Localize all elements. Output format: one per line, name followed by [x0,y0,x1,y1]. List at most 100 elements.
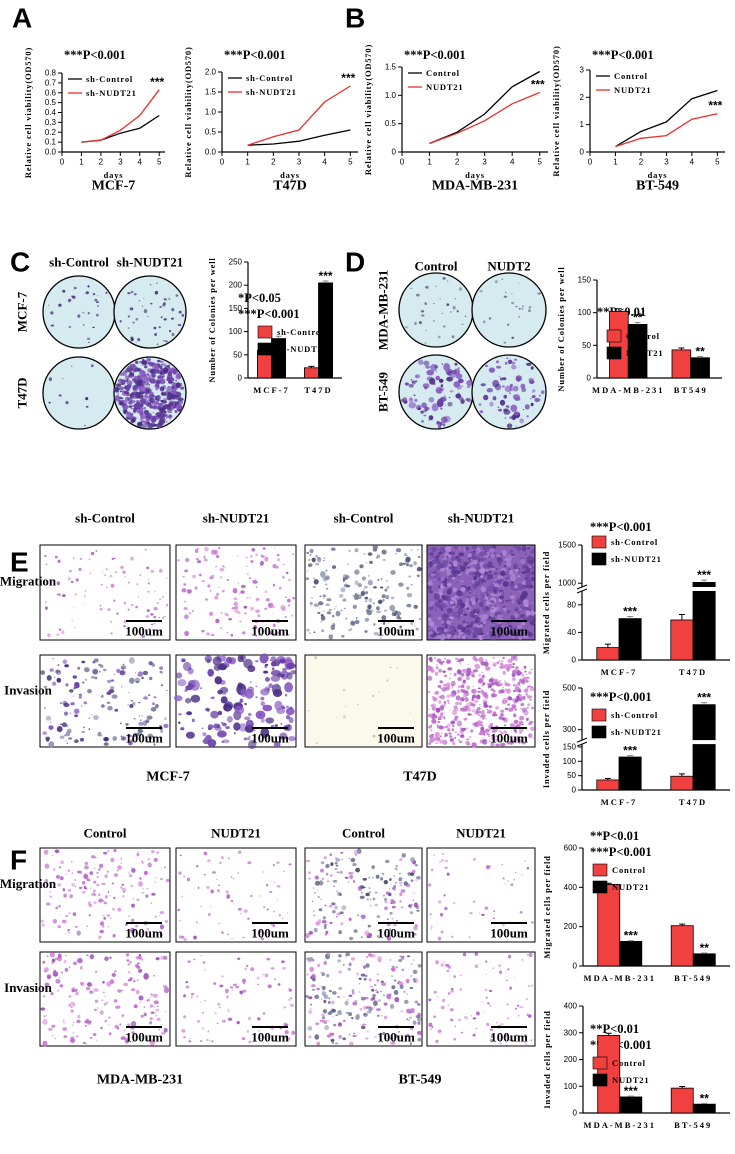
cell [52,855,53,856]
scale-bar-label: 100um [125,731,163,746]
cell [112,908,115,911]
cell [309,632,311,634]
cell [443,713,444,714]
cell [209,577,213,580]
cell [525,671,527,673]
cell [496,360,499,363]
cell [164,391,166,392]
cell [451,936,453,938]
cell [415,864,418,866]
cell [418,964,422,968]
cell [452,592,453,594]
cell [136,342,137,343]
cell [123,405,125,406]
x-tick-label: 1 [245,158,250,167]
legend-label: Control [626,331,660,341]
cell [446,596,448,597]
cell [394,613,397,616]
cell [323,856,327,859]
cell [169,420,170,421]
cell [288,725,290,727]
cell [473,624,476,627]
cell [406,979,410,984]
cell [63,888,66,891]
y-tick-label: 1.5 [205,88,217,97]
y-tick-label: 0 [573,962,578,971]
cell [386,586,389,589]
cell [410,911,413,914]
cell [43,1041,48,1047]
cell [245,969,246,970]
cell [165,413,168,416]
cell [489,318,492,320]
cell [79,568,82,571]
caption: BT-549 [636,179,679,194]
cell [503,687,504,688]
cell [207,669,214,677]
cell [473,706,475,707]
cell [340,587,345,592]
cell [396,920,398,922]
cell [435,742,438,744]
cell [431,869,433,871]
cell [444,733,447,737]
cell [510,595,515,599]
cell [359,564,363,568]
cell [482,672,483,673]
cell [435,672,438,676]
cell [79,696,82,699]
cell [198,923,199,924]
cell [284,682,293,692]
cell [445,626,448,629]
legend-swatch [593,1057,607,1069]
bar [619,619,641,660]
cell [56,875,60,879]
cell [458,635,461,638]
cell [489,367,495,372]
cell [255,554,257,556]
micrograph: 100um [427,952,535,1046]
cell [117,1027,119,1030]
cell [162,363,167,366]
cell [512,663,515,665]
cell [372,695,374,698]
cell [186,732,195,739]
cell [354,594,359,600]
cell [523,677,527,681]
cell [255,696,257,698]
cell [241,585,246,588]
y-axis-label: Number of Colonies per well [556,266,566,391]
cell [500,710,504,713]
cell [250,967,254,971]
y-tick-label: 0 [238,374,243,383]
cell [313,577,315,579]
cell [471,1015,472,1016]
cell [479,704,480,705]
cell [485,989,488,991]
cell [513,386,519,392]
cell [353,605,357,609]
cell [93,1033,97,1036]
cell [92,661,95,663]
y-axis-label: Migrated cells per field [542,855,552,958]
y-tick-label: 1.0 [385,91,397,100]
cell [438,336,441,339]
cell [60,861,64,864]
y-tick-label: 0.0 [205,148,217,157]
cell [222,723,227,727]
cell [498,407,500,408]
cell [443,564,446,567]
cell [441,733,443,734]
cell [446,620,451,625]
cell [103,992,105,994]
cell [509,416,513,419]
cell [315,563,319,566]
cell [527,867,529,870]
cell [252,580,256,583]
cell [324,995,329,999]
cell [243,983,245,985]
cell [377,973,379,975]
cell [150,1018,152,1020]
cell [315,1022,319,1025]
cell [231,877,232,878]
